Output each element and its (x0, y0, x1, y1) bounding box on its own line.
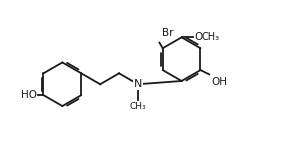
Text: HO: HO (21, 90, 37, 100)
Text: N: N (134, 79, 142, 89)
Text: CH₃: CH₃ (130, 102, 146, 111)
Text: CH₃: CH₃ (202, 32, 220, 42)
Text: O: O (195, 32, 203, 42)
Text: OH: OH (211, 77, 227, 87)
Text: Br: Br (161, 28, 173, 38)
